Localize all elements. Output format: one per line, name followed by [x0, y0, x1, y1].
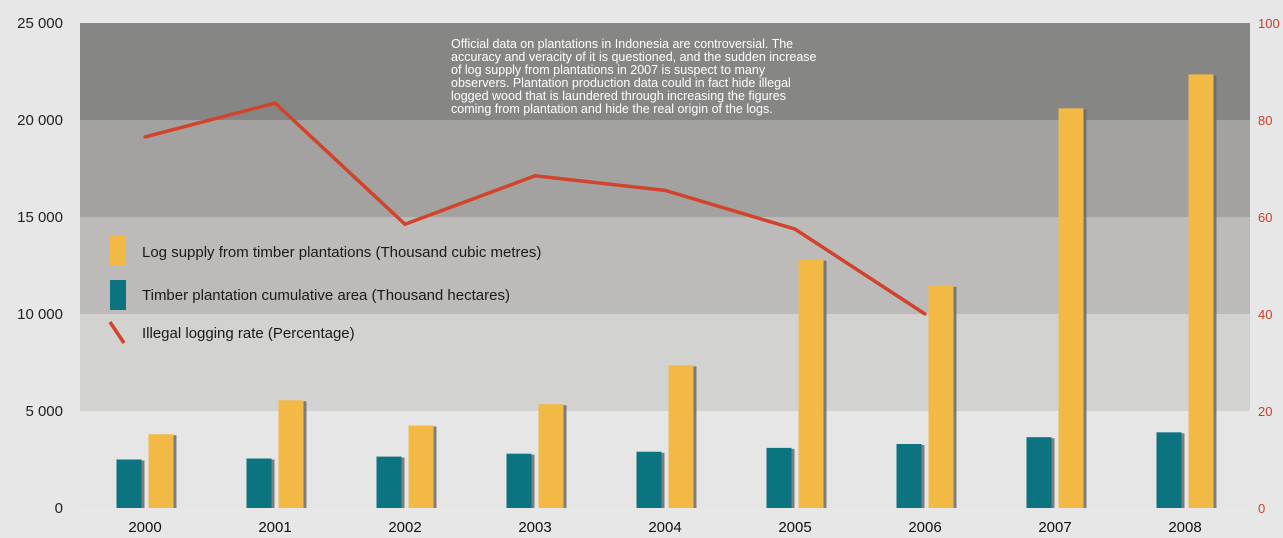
- bar-plantation-area: [1026, 437, 1052, 508]
- x-tick-label: 2007: [1038, 519, 1071, 536]
- legend-swatch-plantation-area: [110, 280, 126, 310]
- right-tick-label: 40: [1258, 307, 1272, 322]
- left-tick-label: 5 000: [25, 403, 63, 420]
- right-tick-label: 80: [1258, 113, 1272, 128]
- background-band: [80, 217, 1250, 314]
- line-point: [923, 312, 927, 316]
- left-tick-label: 10 000: [17, 306, 63, 323]
- legend-label-illegal-logging: Illegal logging rate (Percentage): [142, 325, 355, 342]
- bar-log-supply: [408, 425, 434, 508]
- right-tick-label: 20: [1258, 404, 1272, 419]
- x-tick-label: 2000: [128, 519, 161, 536]
- line-point: [663, 188, 667, 192]
- annotation-line: Official data on plantations in Indonesi…: [451, 37, 793, 51]
- right-tick-label: 100: [1258, 16, 1280, 31]
- bar-plantation-area: [766, 447, 792, 508]
- x-tick-label: 2003: [518, 519, 551, 536]
- annotation-text: Official data on plantations in Indonesi…: [451, 37, 820, 116]
- background-band: [80, 314, 1250, 411]
- x-tick-label: 2002: [388, 519, 421, 536]
- bar-plantation-area: [896, 443, 922, 508]
- x-tick-label: 2008: [1168, 519, 1201, 536]
- left-tick-label: 0: [55, 500, 63, 517]
- right-axis-ticks: 0 20 40 60 80 100: [1258, 16, 1280, 516]
- right-tick-label: 60: [1258, 210, 1272, 225]
- line-point: [533, 174, 537, 178]
- bar-log-supply: [798, 259, 824, 508]
- left-tick-label: 25 000: [17, 15, 63, 32]
- bar-log-supply: [1058, 108, 1084, 509]
- bar-log-supply: [278, 400, 304, 508]
- bar-log-supply: [148, 434, 174, 508]
- bars: [116, 74, 1217, 509]
- bar-log-supply: [928, 285, 954, 508]
- bar-plantation-area: [1156, 432, 1182, 508]
- annotation-line: coming from plantation and hide the real…: [451, 102, 773, 116]
- legend-swatch-illegal-logging: [108, 321, 126, 344]
- legend-label-log-supply: Log supply from timber plantations (Thou…: [142, 244, 541, 261]
- left-axis-ticks: 0 5 000 10 000 15 000 20 000 25 000: [17, 15, 63, 517]
- background-band: [80, 120, 1250, 217]
- line-point: [403, 222, 407, 226]
- x-tick-label: 2004: [648, 519, 681, 536]
- bar-plantation-area: [506, 453, 532, 508]
- background-band: [80, 411, 1250, 508]
- line-point: [793, 227, 797, 231]
- annotation-line: logged wood that is laundered through in…: [451, 89, 786, 103]
- bar-plantation-area: [116, 459, 142, 508]
- bar-log-supply: [538, 404, 564, 508]
- x-tick-label: 2005: [778, 519, 811, 536]
- bar-log-supply: [1188, 74, 1214, 508]
- left-tick-label: 20 000: [17, 112, 63, 129]
- bar-log-supply: [668, 365, 694, 508]
- line-point: [143, 135, 147, 139]
- left-tick-label: 15 000: [17, 209, 63, 226]
- x-tick-label: 2001: [258, 519, 291, 536]
- x-tick-label: 2006: [908, 519, 941, 536]
- legend: Log supply from timber plantations (Thou…: [108, 236, 541, 344]
- bar-plantation-area: [376, 456, 402, 508]
- x-axis-ticks: 2000 2001 2002 2003 2004 2005 2006 2007 2008: [128, 519, 1201, 536]
- right-tick-label: 0: [1258, 501, 1265, 516]
- annotation-line: observers. Plantation production data co…: [451, 76, 791, 90]
- annotation-line: accuracy and veracity of it is questione…: [451, 50, 817, 64]
- annotation-line: of log supply from plantations in 2007 i…: [451, 63, 766, 77]
- illegal-logging-line: [143, 101, 927, 316]
- bar-plantation-area: [246, 458, 272, 508]
- bar-plantation-area: [636, 451, 662, 508]
- line-point: [273, 101, 277, 105]
- legend-label-plantation-area: Timber plantation cumulative area (Thous…: [142, 287, 510, 304]
- legend-swatch-log-supply: [110, 236, 126, 266]
